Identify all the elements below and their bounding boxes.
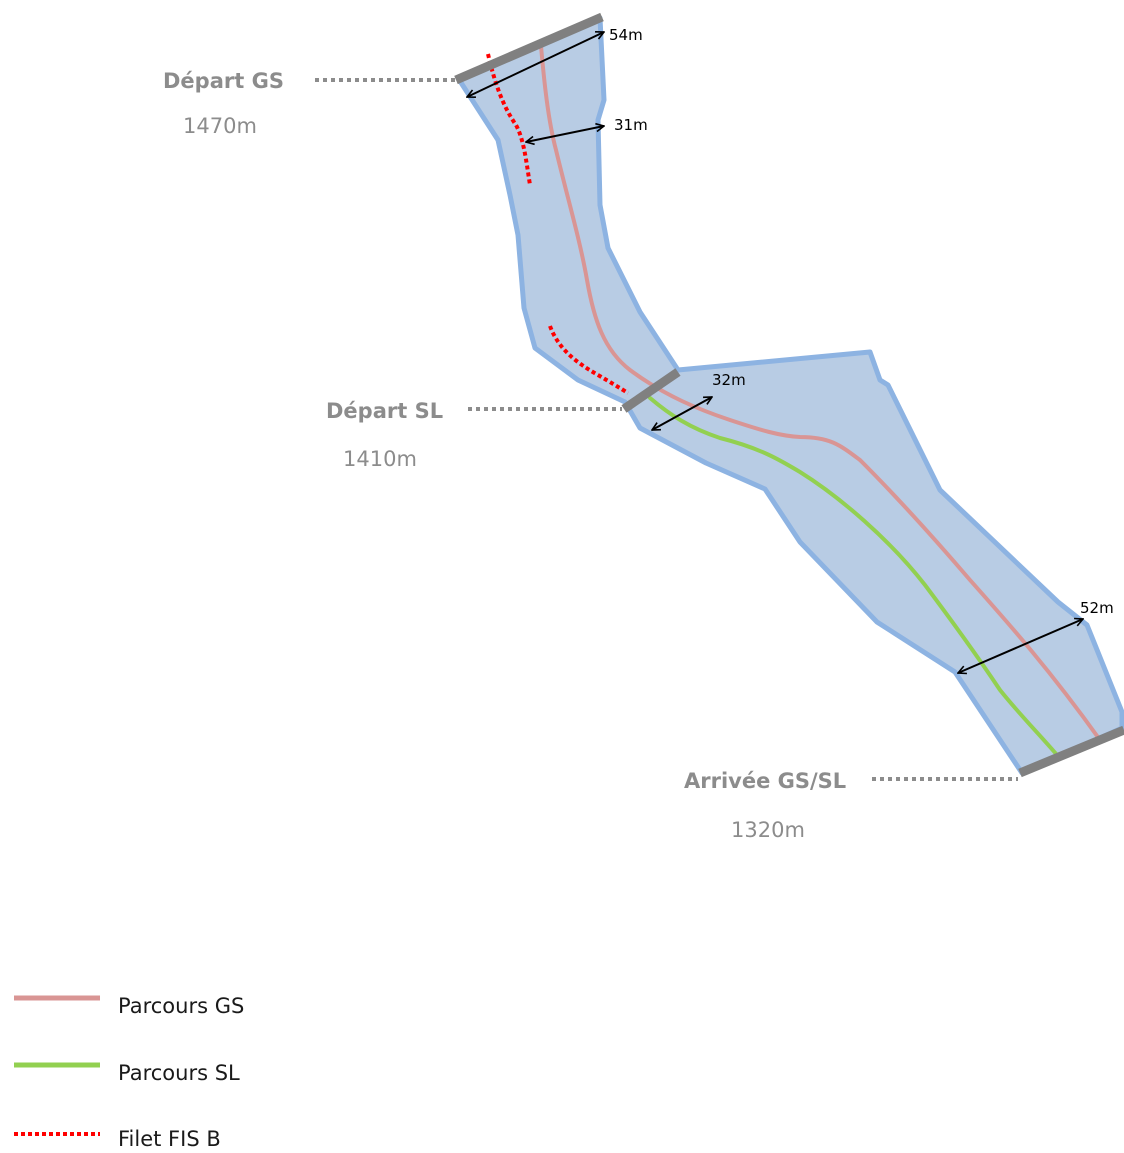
finish-label: Arrivée GS/SL — [684, 769, 846, 793]
width-arrow-1 — [467, 32, 604, 97]
width-arrow-2 — [526, 126, 604, 142]
gs-course-line — [539, 44, 1102, 742]
finish-altitude: 1320m — [731, 818, 805, 842]
sl-course-line — [648, 396, 1059, 757]
fis-net-lower — [548, 325, 630, 395]
finish-gate — [1018, 725, 1124, 778]
start-sl-label: Départ SL — [326, 399, 443, 423]
width-label-4: 52m — [1080, 599, 1114, 617]
width-arrow-4 — [958, 619, 1083, 673]
start-gs-label: Départ GS — [163, 69, 284, 93]
start-sl-gate — [621, 368, 681, 413]
legend: Parcours GS Parcours SL Filet FIS B — [14, 994, 244, 1151]
width-label-3: 32m — [712, 371, 746, 389]
slope-area — [455, 15, 1124, 776]
legend-net-label: Filet FIS B — [118, 1127, 221, 1151]
width-arrow-3 — [652, 396, 712, 431]
width-label-1: 54m — [609, 26, 643, 44]
start-sl-altitude: 1410m — [343, 447, 417, 471]
width-label-2: 31m — [614, 116, 648, 134]
legend-gs-label: Parcours GS — [118, 994, 244, 1018]
start-gs-altitude: 1470m — [183, 114, 257, 138]
legend-sl-label: Parcours SL — [118, 1061, 240, 1085]
